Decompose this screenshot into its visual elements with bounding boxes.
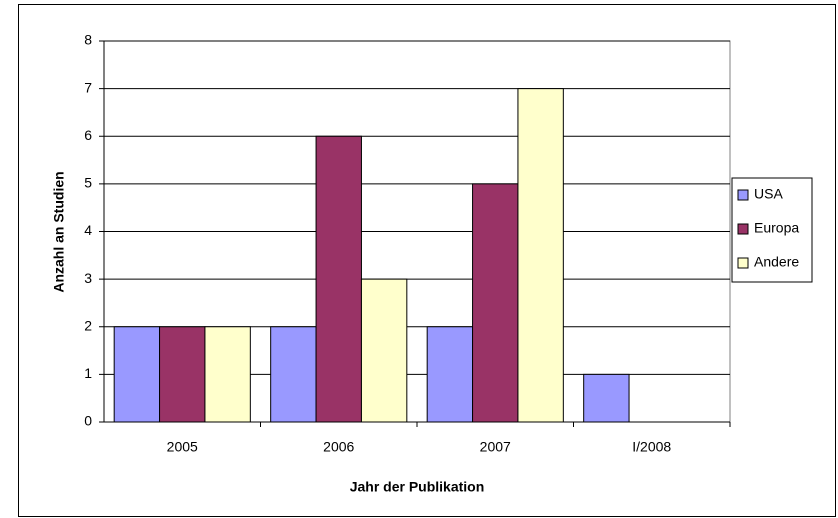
bar <box>113 326 161 423</box>
x-tick-label: I/2008 <box>632 439 671 455</box>
legend-swatch <box>737 257 749 269</box>
y-tick-label: 6 <box>84 127 92 143</box>
x-tick-label: 2006 <box>323 439 354 455</box>
y-tick-label: 8 <box>84 32 92 48</box>
bar <box>360 278 408 423</box>
legend-swatch <box>737 189 749 201</box>
bar <box>517 88 564 423</box>
y-tick-label: 2 <box>84 317 92 333</box>
y-axis-label: Anzahl an Studien <box>51 171 67 292</box>
bar <box>426 326 474 423</box>
bar <box>204 326 251 423</box>
bar <box>472 183 519 423</box>
x-tick-label: 2005 <box>167 439 198 455</box>
y-tick-label: 3 <box>84 270 92 286</box>
bar <box>159 326 206 423</box>
y-tick-label: 0 <box>84 413 92 429</box>
x-axis-label: Jahr der Publikation <box>350 479 485 495</box>
bar <box>270 326 317 423</box>
bar <box>583 373 630 423</box>
y-tick-label: 5 <box>84 175 92 191</box>
y-tick-label: 4 <box>84 222 92 238</box>
x-tick-label: 2007 <box>480 439 511 455</box>
y-tick-label: 7 <box>84 79 92 95</box>
legend-label: Andere <box>754 254 799 270</box>
legend-label: Europa <box>754 220 799 236</box>
legend-label: USA <box>754 186 783 202</box>
bar <box>315 135 362 423</box>
legend-swatch <box>737 223 749 235</box>
y-tick-label: 1 <box>84 365 92 381</box>
